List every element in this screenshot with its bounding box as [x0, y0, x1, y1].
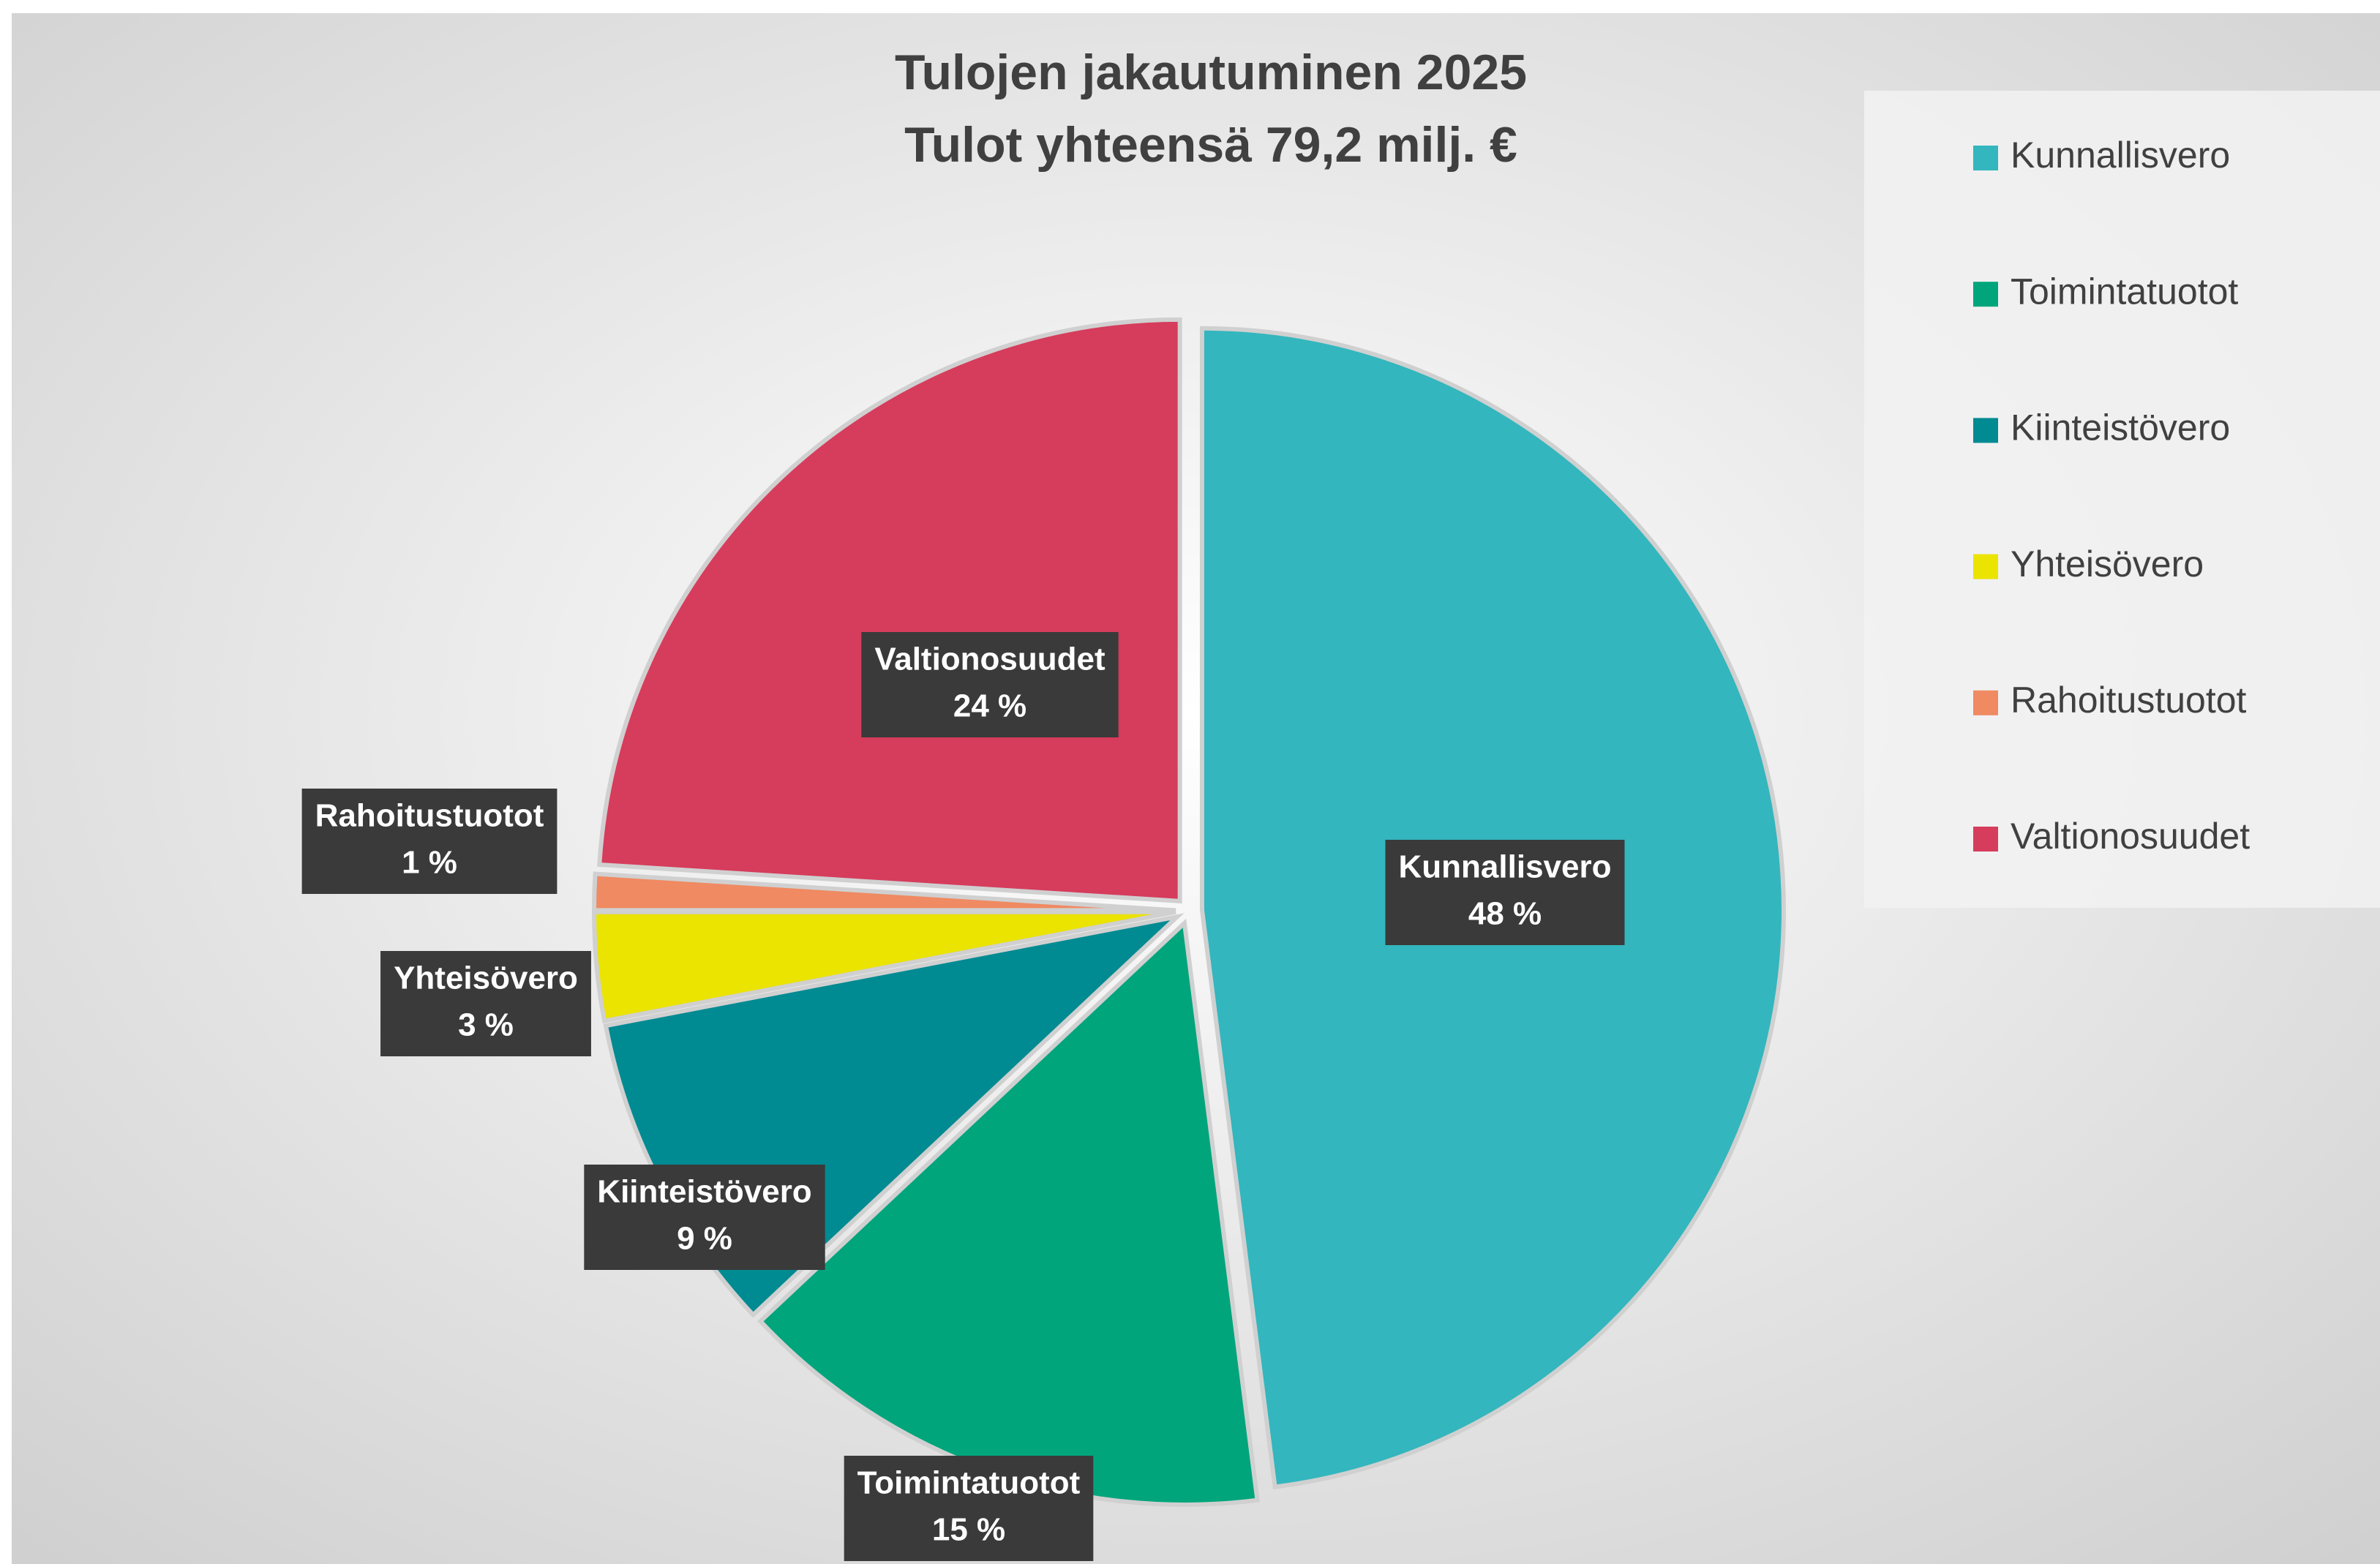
data-labels: Kunnallisvero 48 % Toimintatuotot 15 % Kiint…: [301, 632, 1625, 1561]
data-label-box: [861, 632, 1119, 737]
pie-slice: [592, 871, 1176, 913]
data-label-box: [584, 1165, 825, 1270]
data-label-name: Valtionosuudet: [874, 642, 1105, 677]
data-label-box: [844, 1456, 1094, 1561]
legend-swatch: [1973, 282, 1998, 307]
data-label-value: 1 %: [402, 845, 457, 881]
legend-swatch: [1973, 827, 1998, 851]
data-label-name: Rahoitustuotot: [315, 798, 544, 834]
legend-label: Yhteisövero: [2011, 544, 2204, 584]
legend-box: [1864, 91, 2380, 908]
data-label-name: Kiinteistövero: [597, 1174, 811, 1210]
legend-label: Rahoitustuotot: [2011, 680, 2247, 721]
data-label-value: 3 %: [458, 1007, 514, 1043]
legend-label: Valtionosuudet: [2011, 816, 2250, 857]
data-label-box: [301, 789, 558, 894]
pie-slice: [597, 317, 1182, 904]
data-label-box: [380, 951, 591, 1056]
legend-swatch: [1973, 418, 1998, 443]
data-label-box: [1385, 840, 1625, 945]
data-label-value: 48 %: [1468, 896, 1542, 932]
legend: Kunnallisvero Toimintatuotot Kiinteistöver…: [1973, 135, 2250, 857]
legend-label: Kiinteistövero: [2011, 407, 2230, 448]
data-label-value: 24 %: [953, 688, 1026, 724]
legend-swatch: [1973, 554, 1998, 579]
data-label-value: 15 %: [932, 1512, 1005, 1548]
data-label-name: Yhteisövero: [394, 960, 578, 996]
legend-swatch: [1973, 146, 1998, 170]
legend-label: Kunnallisvero: [2011, 135, 2230, 176]
data-label-name: Kunnallisvero: [1399, 849, 1612, 885]
legend-swatch: [1973, 690, 1998, 715]
data-label-name: Toimintatuotot: [857, 1465, 1081, 1501]
chart-subtitle: Tulot yhteensä 79,2 milj. €: [904, 117, 1517, 173]
chart-title: Tulojen jakautuminen 2025: [895, 45, 1527, 100]
data-label-value: 9 %: [677, 1221, 732, 1257]
legend-label: Toimintatuotot: [2011, 271, 2238, 312]
